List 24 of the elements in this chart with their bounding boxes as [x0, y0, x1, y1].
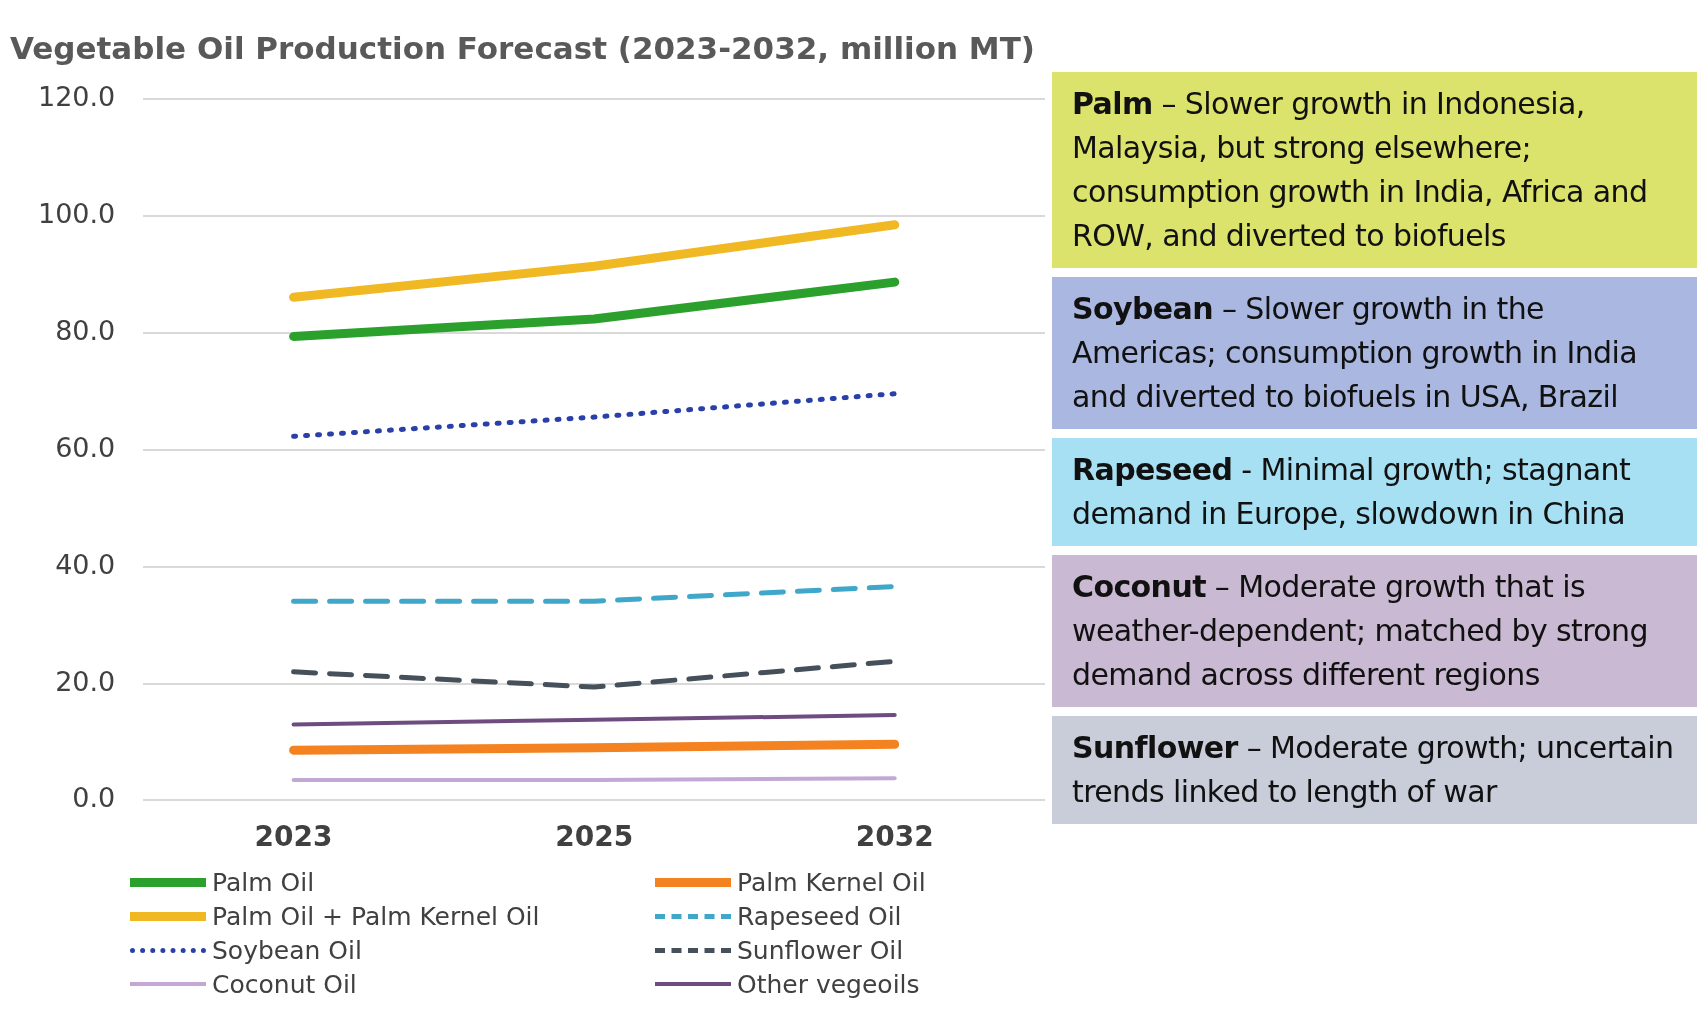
legend-label: Soybean Oil	[212, 935, 362, 965]
text: Palm – Slower growth in Indonesia, Malaysia, but strong elsewhere; consumption growth in India, Africa and ROW, and diverted to biofuels	[1052, 72, 1697, 268]
y-tick-label: 20.0	[55, 665, 116, 697]
legend-label: Rapeseed Oil	[737, 901, 902, 931]
text: Sunflower – Moderate growth; uncertain trends linked to length of war	[1052, 716, 1697, 824]
x-tick-label: 2023	[254, 820, 333, 854]
y-tick-label: 40.0	[55, 548, 116, 580]
legend-label: Palm Oil	[212, 867, 315, 897]
y-tick-label: 100.0	[38, 198, 116, 230]
y-tick-label: 60.0	[55, 431, 116, 463]
legend-label: Sunflower Oil	[737, 935, 904, 965]
y-tick-label: 120.0	[38, 81, 116, 113]
text: Soybean – Slower growth in the Americas; consumption growth in India and diverted to biofuels in USA, Brazil	[1052, 277, 1697, 429]
x-tick-label: 2025	[555, 820, 634, 854]
legend-label: Palm Kernel Oil	[737, 867, 926, 897]
y-tick-label: 80.0	[55, 314, 116, 346]
chart-title: Vegetable Oil Production Forecast (2023-2032, million MT)	[10, 29, 1036, 66]
y-tick-label: 0.0	[72, 782, 116, 814]
legend-label: Coconut Oil	[212, 969, 357, 999]
x-tick-label: 2032	[855, 820, 934, 854]
text: Coconut – Moderate growth that is weather-dependent; matched by strong demand across different regions	[1052, 555, 1697, 707]
text: Rapeseed - Minimal growth; stagnant demand in Europe, slowdown in China	[1052, 438, 1697, 546]
legend-label: Other vegeoils	[737, 969, 920, 999]
legend-label: Palm Oil + Palm Kernel Oil	[212, 901, 540, 931]
